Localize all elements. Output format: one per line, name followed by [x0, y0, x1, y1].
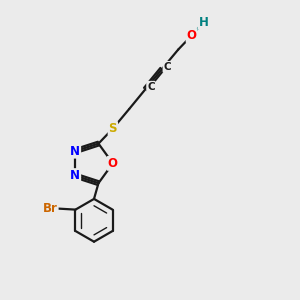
Text: O: O	[187, 29, 196, 42]
Text: N: N	[70, 169, 80, 182]
Text: Br: Br	[43, 202, 58, 214]
Text: C: C	[164, 62, 171, 72]
Text: S: S	[109, 122, 117, 135]
Text: H: H	[199, 16, 208, 29]
Text: N: N	[70, 145, 80, 158]
Text: C: C	[147, 82, 155, 92]
Text: O: O	[108, 157, 118, 170]
